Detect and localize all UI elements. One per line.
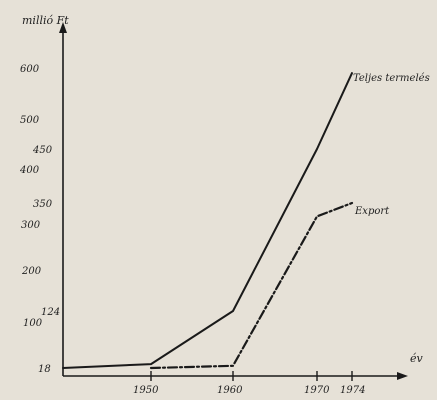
y-tick-label: 350 <box>33 199 53 210</box>
y-tick-label: 600 <box>20 64 40 75</box>
x-tick-label: 1974 <box>340 385 365 396</box>
x-tick-group: 1950 1960 1970 1974 <box>133 371 365 396</box>
x-axis-label: év <box>410 352 424 365</box>
series-group: Teljes termelés Export <box>62 72 430 370</box>
y-tick-label: 100 <box>23 318 43 329</box>
y-tick-label: 450 <box>32 145 53 156</box>
x-tick-label: 1950 <box>133 385 159 396</box>
y-tick-label: 300 <box>21 220 41 231</box>
y-tick-label: 500 <box>20 115 40 126</box>
chart-axes <box>59 22 408 380</box>
series-line-export <box>149 201 354 370</box>
series-label: Teljes termelés <box>353 73 430 84</box>
y-axis-arrow-icon <box>59 22 67 33</box>
y-tick-label: 18 <box>38 364 51 375</box>
series-line-total <box>62 72 353 369</box>
y-axis-label: millió Ft <box>22 14 69 27</box>
x-axis-arrow-icon <box>397 372 408 380</box>
y-tick-label: 200 <box>21 266 42 277</box>
y-tick-label: 400 <box>19 165 40 176</box>
y-tick-label: 124 <box>41 307 60 318</box>
x-tick-label: 1960 <box>217 385 243 396</box>
x-tick-label: 1970 <box>304 385 330 396</box>
series-label: Export <box>354 206 390 217</box>
